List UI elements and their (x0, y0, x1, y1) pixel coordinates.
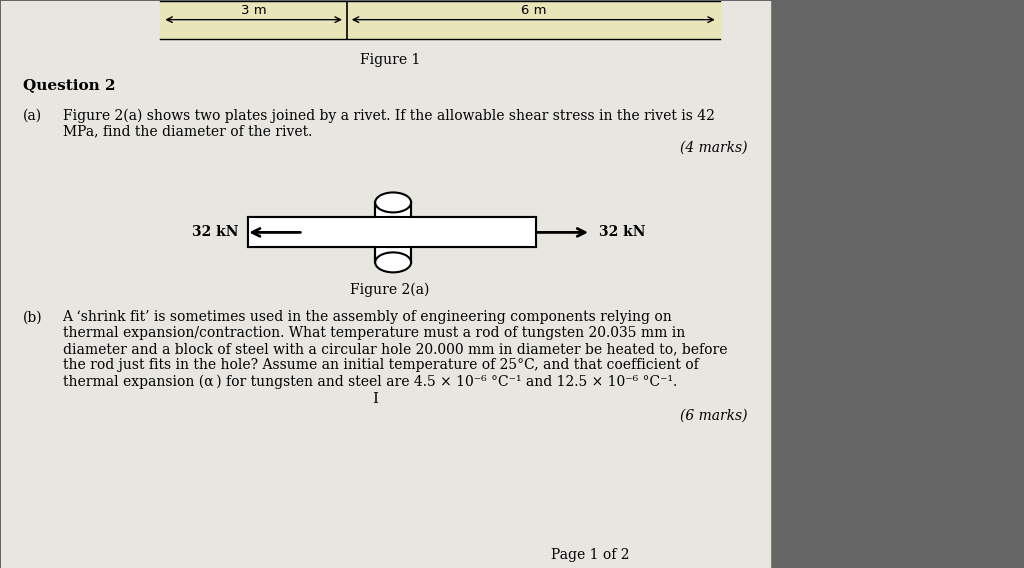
Bar (388, 218, 536, 248)
Ellipse shape (375, 193, 411, 212)
Bar (1, 1, 770, 568)
Bar (375, 202, 411, 262)
Text: Figure 1: Figure 1 (360, 53, 420, 66)
Text: MPa, find the diameter of the rivet.: MPa, find the diameter of the rivet. (62, 124, 312, 139)
Text: A ‘shrink fit’ is sometimes used in the assembly of engineering components relyi: A ‘shrink fit’ is sometimes used in the … (62, 310, 673, 324)
Bar (248, 218, 398, 248)
Text: 3 m: 3 m (241, 3, 266, 16)
Text: 6 m: 6 m (520, 3, 546, 16)
Text: (4 marks): (4 marks) (680, 140, 748, 154)
Bar (161, 1, 720, 39)
Bar (248, 218, 398, 248)
Text: 32 kN: 32 kN (191, 225, 239, 239)
Text: Page 1 of 2: Page 1 of 2 (551, 548, 629, 562)
Text: Question 2: Question 2 (23, 78, 115, 93)
Text: the rod just fits in the hole? Assume an initial temperature of 25°C, and that c: the rod just fits in the hole? Assume an… (62, 358, 698, 372)
Text: (b): (b) (23, 310, 42, 324)
Text: (6 marks): (6 marks) (680, 408, 748, 422)
Text: (a): (a) (23, 108, 42, 123)
Text: I: I (372, 392, 378, 406)
Bar (377, 219, 410, 247)
Text: 32 kN: 32 kN (599, 225, 645, 239)
Bar (388, 218, 536, 248)
Ellipse shape (375, 252, 411, 272)
Text: Figure 2(a): Figure 2(a) (350, 282, 430, 296)
Text: thermal expansion (α ) for tungsten and steel are 4.5 × 10⁻⁶ °C⁻¹ and 12.5 × 10⁻: thermal expansion (α ) for tungsten and … (62, 374, 677, 389)
Text: Figure 2(a) shows two plates joined by a rivet. If the allowable shear stress in: Figure 2(a) shows two plates joined by a… (62, 108, 715, 123)
Text: diameter and a block of steel with a circular hole 20.000 mm in diameter be heat: diameter and a block of steel with a cir… (62, 343, 727, 356)
Text: thermal expansion/contraction. What temperature must a rod of tungsten 20.035 mm: thermal expansion/contraction. What temp… (62, 326, 685, 340)
